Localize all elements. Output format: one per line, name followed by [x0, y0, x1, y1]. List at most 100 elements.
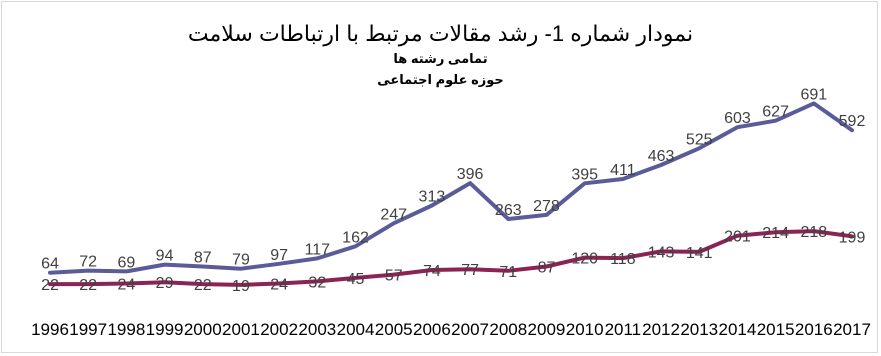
data-label: 313: [419, 188, 446, 205]
data-point: [201, 282, 205, 286]
data-point: [163, 263, 167, 267]
data-point: [239, 267, 243, 271]
x-tick-label: 2002: [260, 320, 298, 339]
data-point: [277, 282, 281, 286]
data-point: [544, 265, 548, 269]
data-label: 74: [423, 263, 441, 280]
x-tick-label: 2010: [566, 320, 604, 339]
data-point: [735, 234, 739, 238]
x-tick-label: 2000: [184, 320, 222, 339]
data-label: 79: [232, 252, 250, 269]
data-point: [430, 268, 434, 272]
data-label: 247: [380, 206, 407, 223]
data-label: 24: [270, 277, 288, 294]
data-label: 69: [117, 254, 135, 271]
data-label: 263: [495, 202, 522, 219]
data-point: [506, 217, 510, 221]
x-tick-label: 2005: [375, 320, 413, 339]
data-point: [201, 265, 205, 269]
series-line-0: [48, 101, 854, 275]
data-point: [163, 280, 167, 284]
data-point: [583, 256, 587, 260]
data-label: 97: [270, 247, 288, 264]
data-point: [277, 262, 281, 266]
x-tick-label: 1999: [146, 320, 184, 339]
data-point: [659, 249, 663, 253]
title-block: نمودار شماره 1- رشد مقالات مرتبط با ارتب…: [0, 20, 881, 90]
data-label: 32: [308, 274, 326, 291]
x-tick-label: 2009: [528, 320, 566, 339]
data-label: 120: [571, 251, 598, 268]
series-line-1: [48, 229, 854, 287]
data-point: [735, 125, 739, 129]
data-point: [468, 181, 472, 185]
legend-entry-all-fields: تمامی رشته ها: [393, 51, 488, 66]
x-tick-label: 2015: [757, 320, 795, 339]
data-label: 201: [724, 229, 751, 246]
x-tick-label: 2004: [337, 320, 375, 339]
data-label: 45: [347, 271, 365, 288]
x-tick-label: 2011: [605, 320, 642, 339]
x-tick-label: 1998: [107, 320, 145, 339]
data-label: 118: [610, 251, 636, 268]
data-label: 396: [457, 166, 484, 183]
data-label: 72: [79, 254, 97, 271]
data-point: [86, 282, 90, 286]
data-point: [544, 213, 548, 217]
data-point: [850, 234, 854, 238]
data-label: 525: [686, 131, 713, 148]
data-label: 691: [800, 86, 827, 103]
data-label: 87: [538, 260, 556, 277]
data-point: [583, 181, 587, 185]
x-tick-label: 2012: [642, 320, 680, 339]
data-label: 117: [305, 241, 331, 258]
data-label: 162: [342, 229, 369, 246]
data-label: 214: [762, 225, 789, 242]
data-point: [812, 229, 816, 233]
data-point: [850, 128, 854, 132]
data-label: 395: [571, 166, 598, 183]
data-point: [774, 119, 778, 123]
data-label: 64: [41, 256, 59, 273]
data-label: 199: [839, 229, 866, 246]
data-label: 22: [194, 277, 212, 294]
data-label: 411: [610, 162, 636, 179]
data-point: [48, 282, 52, 286]
data-label: 71: [499, 264, 517, 281]
x-tick-label: 2016: [795, 320, 833, 339]
data-point: [354, 244, 358, 248]
x-tick-label: 2006: [413, 320, 451, 339]
data-point: [468, 267, 472, 271]
data-label: 141: [686, 245, 713, 262]
x-tick-label: 2017: [833, 320, 871, 339]
data-point: [659, 163, 663, 167]
legend-entry-social-sciences: حوزه علوم اجتماعی: [377, 72, 504, 87]
x-tick-label: 1997: [69, 320, 107, 339]
x-tick-label: 2001: [222, 320, 260, 339]
data-label: 218: [800, 224, 827, 241]
data-point: [315, 256, 319, 260]
data-label: 94: [156, 248, 174, 265]
data-label: 592: [839, 113, 866, 130]
data-label: 24: [117, 277, 135, 294]
x-tick-label: 2008: [489, 320, 527, 339]
data-label: 19: [232, 278, 250, 295]
data-point: [812, 101, 816, 105]
data-label: 22: [79, 277, 97, 294]
data-point: [430, 203, 434, 207]
data-point: [392, 221, 396, 225]
data-point: [697, 250, 701, 254]
data-label: 278: [533, 198, 560, 215]
data-label: 87: [194, 250, 212, 267]
data-point: [239, 283, 243, 287]
data-point: [48, 271, 52, 275]
x-tick-label: 2007: [451, 320, 489, 339]
data-label: 627: [762, 104, 789, 121]
x-tick-label: 2014: [719, 320, 757, 339]
data-label: 463: [648, 148, 675, 165]
data-label: 77: [461, 262, 479, 279]
data-point: [315, 279, 319, 283]
data-point: [621, 177, 625, 181]
data-point: [124, 269, 128, 273]
